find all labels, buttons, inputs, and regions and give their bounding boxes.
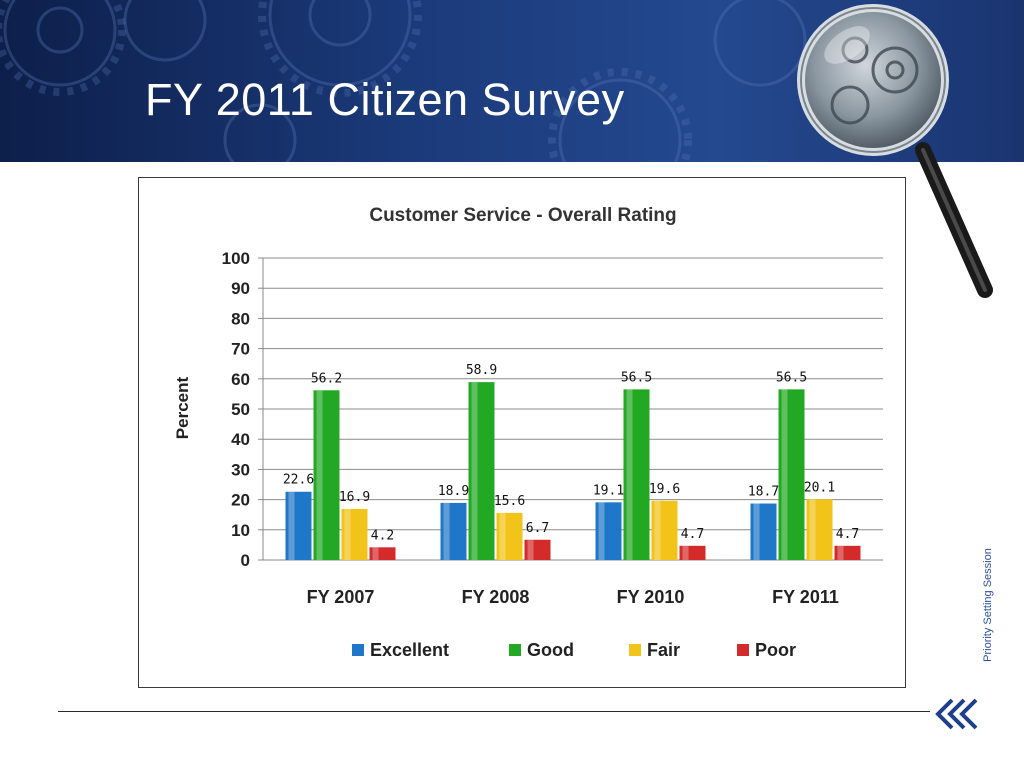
footer-divider (58, 711, 930, 712)
bar-poor-3 (834, 545, 861, 560)
y-tick-label: 80 (231, 309, 250, 328)
y-tick-label: 90 (231, 279, 250, 298)
gear-pattern-decoration (0, 0, 807, 162)
legend-label-fair: Fair (647, 640, 680, 660)
bar-excellent-3 (750, 503, 777, 560)
y-tick-label: 10 (231, 521, 250, 540)
y-tick-label: 20 (231, 491, 250, 510)
legend-swatch-fair (629, 644, 641, 656)
bar-good-2 (623, 389, 650, 560)
legend-label-good: Good (527, 640, 574, 660)
legend-label-poor: Poor (755, 640, 796, 660)
data-label-poor-2: 4.7 (681, 527, 704, 542)
bar-highlight (781, 389, 788, 560)
data-label-poor-3: 4.7 (836, 527, 859, 542)
bar-good-3 (778, 389, 805, 560)
bar-highlight (837, 545, 844, 560)
bar-highlight (809, 499, 816, 560)
bar-highlight (753, 503, 760, 560)
bar-good-0 (313, 390, 340, 560)
data-label-good-2: 56.5 (621, 370, 652, 385)
x-tick-labels: FY 2007 FY 2008 FY 2010 FY 2011 (307, 587, 839, 607)
data-labels: 22.6 56.2 16.9 4.2 18.9 58.9 15.66.7 19.1 56.5 19… (283, 363, 859, 543)
data-label-fair-0: 16.9 (339, 490, 370, 505)
y-tick-labels: 0 10 20 30 40 50 60 70 80 90 100 (222, 249, 250, 570)
x-tick-label: FY 2010 (617, 587, 685, 607)
y-tick-label: 30 (231, 460, 250, 479)
y-tick-label: 100 (222, 249, 250, 268)
legend: Excellent Good Fair Poor (352, 640, 796, 660)
bar-excellent-1 (440, 502, 467, 560)
bar-highlight (626, 389, 633, 560)
priority-setting-session-label: Priority Setting Session (982, 548, 994, 662)
slide-title: FY 2011 Citizen Survey (145, 74, 625, 125)
x-tick-label: FY 2007 (307, 587, 375, 607)
data-label-fair-3: 20.1 (804, 480, 835, 495)
legend-swatch-excellent (352, 644, 364, 656)
data-label-good-0: 56.2 (311, 371, 342, 386)
bar-chart: Customer Service - Overall Rating Percen… (173, 205, 883, 660)
bars (285, 382, 861, 560)
double-chevron-left-icon (935, 698, 978, 730)
bar-highlight (654, 500, 661, 560)
bar-poor-2 (679, 545, 706, 560)
bar-fair-3 (806, 499, 833, 560)
bar-highlight (499, 512, 506, 560)
x-tick-label: FY 2008 (462, 587, 530, 607)
data-label-good-1: 58.9 (466, 363, 497, 378)
data-label-poor-0: 4.2 (371, 528, 394, 543)
bar-excellent-0 (285, 491, 312, 560)
bar-poor-1 (524, 539, 551, 560)
legend-swatch-poor (737, 644, 749, 656)
bar-excellent-2 (595, 502, 622, 560)
data-label-fair-2: 19.6 (649, 482, 680, 497)
legend-swatch-good (509, 644, 521, 656)
bar-highlight (316, 390, 323, 560)
bar-fair-0 (341, 508, 368, 560)
magnifying-glass-icon (797, 4, 993, 298)
x-tick-label: FY 2011 (772, 587, 839, 607)
y-tick-label: 40 (231, 430, 250, 449)
bar-highlight (443, 502, 450, 560)
chart-frame: Customer Service - Overall Rating Percen… (138, 177, 906, 688)
bar-highlight (527, 539, 534, 560)
data-label-poor-1: 6.7 (526, 521, 549, 536)
bar-highlight (598, 502, 605, 560)
bar-highlight (372, 547, 379, 560)
data-label-excellent-3: 18.7 (748, 485, 779, 500)
y-tick-label: 50 (231, 400, 250, 419)
data-label-good-3: 56.5 (776, 370, 807, 385)
bar-highlight (682, 545, 689, 560)
bar-good-1 (468, 382, 495, 560)
data-label-excellent-1: 18.9 (438, 484, 469, 499)
data-label-excellent-2: 19.1 (593, 483, 624, 498)
chart-title: Customer Service - Overall Rating (369, 205, 676, 226)
data-label-fair-1: 15.6 (494, 494, 525, 509)
y-tick-label: 60 (231, 370, 250, 389)
legend-label-excellent: Excellent (370, 640, 449, 660)
bar-highlight (471, 382, 478, 560)
bar-fair-1 (496, 512, 523, 560)
y-tick-label: 0 (241, 551, 250, 570)
data-label-excellent-0: 22.6 (283, 473, 314, 488)
bar-poor-0 (369, 547, 396, 560)
y-axis-label: Percent (173, 376, 192, 439)
bar-highlight (344, 508, 351, 560)
y-tick-label: 70 (231, 340, 250, 359)
bar-highlight (288, 491, 295, 560)
bar-fair-2 (651, 500, 678, 560)
